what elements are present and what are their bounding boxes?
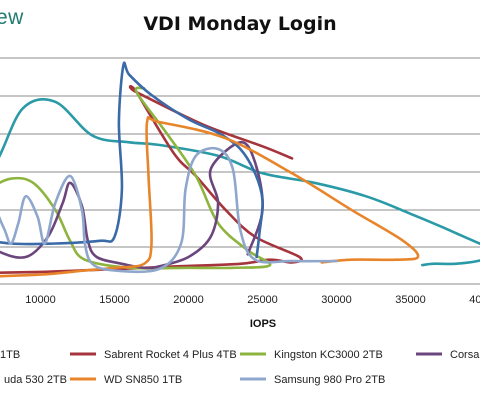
- brand-logo-text: ew: [0, 6, 24, 29]
- series-line-1: [0, 97, 480, 267]
- legend-label: Corsair: [450, 349, 480, 361]
- series-line-6: [0, 116, 420, 278]
- x-tick-label: 15000: [99, 294, 130, 306]
- x-tick-label: 20000: [173, 294, 204, 306]
- series-group: [0, 61, 480, 278]
- grid-lines: [0, 57, 480, 285]
- x-tick-label: 35000: [395, 294, 426, 306]
- series-line-7: [0, 146, 338, 274]
- series-line-3: [0, 86, 272, 270]
- legend-label: 1TB: [0, 349, 20, 361]
- legend-label: Sabrent Rocket 4 Plus 4TB: [104, 349, 237, 361]
- x-tick-label: 40000: [469, 294, 480, 306]
- series-line-4: [0, 140, 264, 270]
- x-ticks: 10000 15000 20000 25000 30000 35000 40000: [25, 294, 480, 306]
- legend-label: WD SN850 1TB: [104, 374, 182, 386]
- chart-title: VDI Monday Login: [143, 13, 337, 35]
- legend: 1TB Sabrent Rocket 4 Plus 4TB Kingston KC3…: [0, 349, 480, 386]
- legend-label: Samsung 980 Pro 2TB: [274, 374, 385, 386]
- x-axis-label: IOPS: [250, 318, 276, 330]
- series-line-5: [0, 61, 264, 259]
- legend-label: uda 530 2TB: [4, 374, 67, 386]
- x-tick-label: 25000: [247, 294, 278, 306]
- x-tick-label: 30000: [321, 294, 352, 306]
- legend-label: Kingston KC3000 2TB: [274, 349, 383, 361]
- x-tick-label: 10000: [25, 294, 56, 306]
